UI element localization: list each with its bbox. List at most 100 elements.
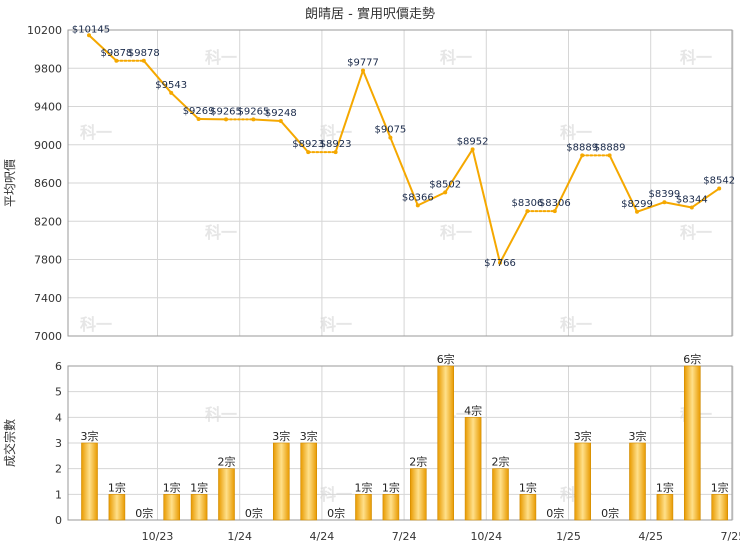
- volume-bar: [711, 494, 729, 521]
- price-line-segment: [142, 59, 173, 94]
- volume-tick-label: 4: [55, 411, 62, 424]
- price-line-segment: [690, 187, 721, 209]
- price-line-segment: [608, 154, 638, 213]
- label-layer: 3宗 1宗 0宗 1宗 1宗 2宗 0宗 3宗 3宗 0宗 1宗 1宗 2宗 6宗 4宗 2宗 1宗 0宗 3宗 0宗…: [72, 24, 735, 520]
- watermark-text: 科一: [205, 223, 237, 242]
- price-line-segment: [88, 34, 118, 62]
- watermark-text: 科一: [205, 405, 237, 424]
- price-point-label: $8502: [429, 179, 461, 190]
- price-point: [251, 117, 256, 122]
- volume-tick-label: 0: [55, 514, 62, 527]
- volume-bar: [492, 468, 509, 521]
- price-tick-label: 8600: [34, 177, 62, 190]
- price-point: [552, 209, 557, 214]
- volume-bar-label: 3宗: [574, 429, 592, 443]
- price-point: [607, 153, 612, 158]
- price-point: [169, 90, 174, 95]
- volume-bar: [464, 417, 482, 521]
- volume-bar-label: 1宗: [190, 480, 208, 494]
- volume-bar: [656, 494, 674, 521]
- volume-bar-label: 3宗: [300, 429, 318, 443]
- price-point: [525, 209, 530, 214]
- price-point-label: $8923: [320, 139, 352, 150]
- price-line-segment: [279, 120, 310, 154]
- price-point: [388, 135, 393, 140]
- volume-bar-label: 1宗: [108, 480, 126, 494]
- watermark-text: 科一: [320, 315, 352, 334]
- watermark-text: 科一: [680, 223, 712, 242]
- price-line-segment: [471, 148, 501, 264]
- price-point: [580, 153, 585, 158]
- price-line-segment: [389, 136, 419, 207]
- price-plot-frame: [67, 29, 733, 337]
- volume-bar: [272, 442, 290, 521]
- volume-bar-label: 6宗: [437, 352, 455, 366]
- price-point-label: $9075: [374, 125, 406, 136]
- axis-layer: 7000 7400 7800 8200 8600 9000 9400 9800 10200 0 1 2…: [27, 24, 740, 543]
- price-point: [333, 150, 338, 155]
- price-tick-label: 8200: [34, 215, 62, 228]
- category-tick-label: 4/24: [310, 530, 335, 543]
- volume-bar-label: 2宗: [492, 455, 510, 469]
- watermark-text: 科一: [80, 315, 112, 334]
- volume-bar-label: 1宗: [382, 480, 400, 494]
- volume-bar: [163, 494, 180, 521]
- price-point-label: $8306: [511, 198, 543, 209]
- watermark-text: 科一: [205, 48, 237, 67]
- price-point-label: $8889: [566, 142, 598, 153]
- watermark-text: 科一: [440, 48, 472, 67]
- volume-bar: [683, 365, 701, 521]
- category-tick-label: 10/23: [142, 530, 174, 543]
- volume-bar: [574, 442, 592, 521]
- price-point-label: $10145: [72, 24, 110, 35]
- volume-tick-label: 3: [55, 437, 62, 450]
- watermark-layer: 科一科一科一科一科一科一科一科一科一科一科一科一科一科一科一科一科一: [80, 48, 712, 504]
- price-line-segment: [663, 201, 693, 209]
- price-point: [114, 58, 119, 63]
- volume-bar-label: 1宗: [519, 480, 537, 494]
- volume-bar-label: 0宗: [601, 506, 619, 520]
- price-line-segment: [416, 191, 447, 207]
- price-point-label: $9265: [237, 106, 269, 117]
- price-line-segment: [636, 201, 666, 213]
- category-tick-label: 10/24: [470, 530, 502, 543]
- volume-bar-label: 4宗: [464, 403, 482, 417]
- price-tick-label: 9000: [34, 139, 62, 152]
- volume-bar: [409, 468, 427, 521]
- price-point: [415, 203, 420, 208]
- price-point-label: $8306: [539, 198, 571, 209]
- price-point-label: $8952: [457, 136, 489, 147]
- price-tick-label: 7000: [34, 330, 62, 343]
- price-tick-label: 7800: [34, 254, 62, 267]
- watermark-text: 科一: [560, 315, 592, 334]
- category-tick-label: 4/25: [638, 530, 663, 543]
- volume-bar-label: 3宗: [272, 429, 290, 443]
- price-point-label: $9878: [128, 48, 160, 59]
- price-point-label: $9878: [100, 48, 132, 59]
- price-line-segment: [499, 210, 529, 264]
- line-layer: [87, 33, 722, 265]
- price-point: [635, 209, 639, 214]
- price-line-segment: [252, 118, 282, 123]
- price-line-segment: [170, 91, 200, 121]
- price-point: [141, 58, 146, 63]
- volume-tick-label: 6: [55, 360, 62, 373]
- volume-bar-label: 0宗: [327, 506, 345, 520]
- price-point-label: $9265: [210, 106, 242, 117]
- volume-tick-label: 1: [55, 488, 62, 501]
- category-tick-label: 7/24: [392, 530, 417, 543]
- volume-tick-label: 2: [55, 463, 62, 476]
- watermark-text: 科一: [80, 123, 112, 142]
- category-tick-label: 7/25: [721, 530, 740, 543]
- volume-bar: [382, 494, 400, 521]
- price-point-label: $8889: [594, 142, 626, 153]
- price-tick-label: 10200: [27, 24, 62, 37]
- price-point-label: $9248: [265, 108, 297, 119]
- price-tick-label: 9400: [34, 101, 62, 114]
- volume-bar-label: 6宗: [683, 352, 701, 366]
- volume-bar-label: 1宗: [711, 480, 729, 494]
- volume-bar-label: 2宗: [409, 455, 427, 469]
- volume-bar: [300, 442, 318, 521]
- volume-bar-label: 3宗: [629, 429, 647, 443]
